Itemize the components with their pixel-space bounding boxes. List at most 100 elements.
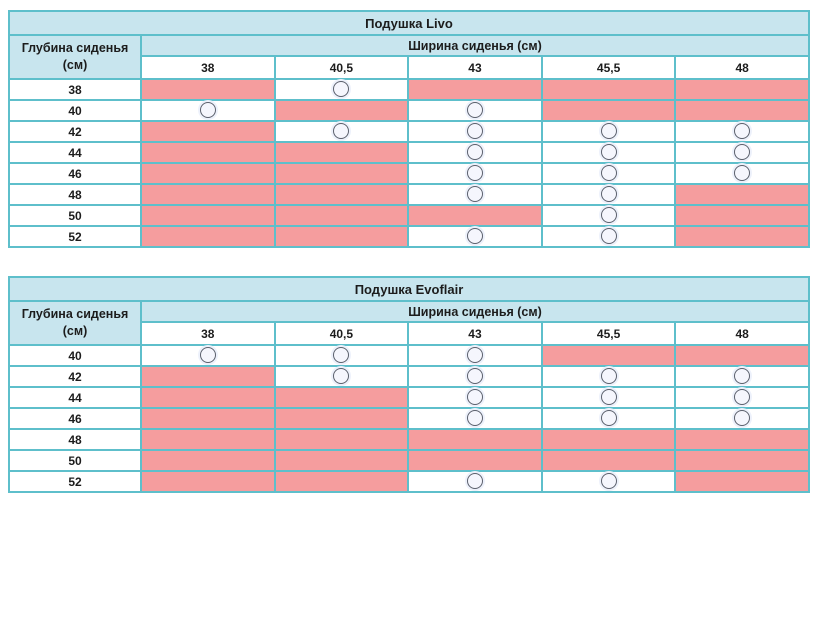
availability-cell [407, 141, 543, 164]
availability-cell [273, 225, 410, 248]
availability-cell [540, 386, 677, 409]
column-header: 38 [140, 55, 276, 80]
width-header: Ширина сиденья (см) [140, 34, 810, 57]
table-row: 50 [8, 204, 810, 227]
availability-cell [273, 162, 410, 185]
availability-cell [140, 141, 276, 164]
availability-cell [407, 162, 543, 185]
availability-cell [273, 386, 410, 409]
availability-cell [540, 162, 677, 185]
availability-cell [140, 183, 276, 206]
availability-cell [273, 365, 410, 388]
availability-cell [674, 204, 810, 227]
availability-cell [674, 470, 810, 493]
row-depth: 52 [8, 470, 142, 493]
column-header: 45,5 [540, 55, 677, 80]
availability-cell [674, 162, 810, 185]
availability-cell [407, 386, 543, 409]
availability-cell [540, 407, 677, 430]
availability-cell [140, 162, 276, 185]
row-depth: 52 [8, 225, 142, 248]
table-row: 48 [8, 183, 810, 206]
availability-cell [140, 407, 276, 430]
availability-cell [407, 120, 543, 143]
availability-cell [140, 470, 276, 493]
availability-cell [540, 470, 677, 493]
availability-cell [674, 141, 810, 164]
availability-cell [273, 99, 410, 122]
row-depth: 46 [8, 407, 142, 430]
availability-cell [273, 120, 410, 143]
availability-cell [407, 428, 543, 451]
availability-cell [273, 449, 410, 472]
availability-cell [540, 78, 677, 101]
table-row: 46 [8, 407, 810, 430]
availability-cell [140, 204, 276, 227]
availability-cell [674, 120, 810, 143]
availability-cell [540, 204, 677, 227]
availability-cell [674, 407, 810, 430]
availability-cell [540, 183, 677, 206]
availability-cell [140, 78, 276, 101]
column-header: 40,5 [273, 321, 410, 346]
width-header: Ширина сиденья (см) [140, 300, 810, 323]
availability-cell [540, 225, 677, 248]
availability-cell [407, 78, 543, 101]
availability-cell [540, 344, 677, 367]
table-row: 38 [8, 78, 810, 101]
row-depth: 42 [8, 120, 142, 143]
table-row: 44 [8, 386, 810, 409]
availability-cell [407, 407, 543, 430]
availability-cell [273, 407, 410, 430]
availability-cell [674, 78, 810, 101]
table-row: 42 [8, 120, 810, 143]
row-depth: 38 [8, 78, 142, 101]
table-row: 48 [8, 428, 810, 451]
row-depth: 40 [8, 344, 142, 367]
availability-cell [674, 365, 810, 388]
row-depth: 42 [8, 365, 142, 388]
table-row: 52 [8, 470, 810, 493]
availability-cell [273, 344, 410, 367]
availability-cell [540, 449, 677, 472]
row-depth: 44 [8, 386, 142, 409]
row-depth: 50 [8, 449, 142, 472]
availability-cell [140, 344, 276, 367]
table-row: 40 [8, 344, 810, 367]
availability-cell [140, 99, 276, 122]
availability-cell [273, 470, 410, 493]
column-header: 48 [674, 321, 810, 346]
availability-cell [407, 344, 543, 367]
row-depth: 40 [8, 99, 142, 122]
row-depth: 44 [8, 141, 142, 164]
table-row: 50 [8, 449, 810, 472]
table-title-row: Подушка Livo [8, 10, 810, 36]
availability-cell [407, 449, 543, 472]
availability-cell [407, 470, 543, 493]
depth-header: Глубина сиденья (см) [8, 300, 142, 346]
table-row: 42 [8, 365, 810, 388]
availability-cell [540, 428, 677, 451]
availability-cell [540, 365, 677, 388]
evoflair-size-table: Подушка Evoflair Глубина сиденья (см) Ши… [8, 276, 810, 493]
column-header: 40,5 [273, 55, 410, 80]
availability-cell [674, 183, 810, 206]
column-numbers-row: 38 40,5 43 45,5 48 [9, 55, 810, 80]
row-depth: 46 [8, 162, 142, 185]
availability-cell [273, 141, 410, 164]
column-header: 43 [407, 321, 543, 346]
table-row: 44 [8, 141, 810, 164]
table-title: Подушка Livo [8, 10, 810, 36]
availability-cell [140, 225, 276, 248]
availability-cell [140, 120, 276, 143]
table-row: 52 [8, 225, 810, 248]
availability-cell [273, 78, 410, 101]
column-header: 38 [140, 321, 276, 346]
availability-cell [140, 449, 276, 472]
table-header-row: Глубина сиденья (см) Ширина сиденья (см) [8, 34, 810, 80]
availability-cell [674, 428, 810, 451]
availability-cell [273, 204, 410, 227]
column-header: 43 [407, 55, 543, 80]
availability-cell [674, 225, 810, 248]
